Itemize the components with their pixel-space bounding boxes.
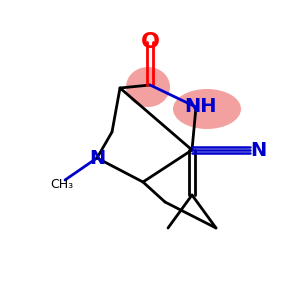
Text: N: N [250, 140, 266, 160]
Ellipse shape [173, 89, 241, 129]
Text: O: O [140, 32, 160, 52]
Text: NH: NH [184, 97, 216, 116]
Text: CH₃: CH₃ [50, 178, 74, 191]
Text: N: N [89, 148, 105, 167]
Ellipse shape [126, 67, 170, 107]
